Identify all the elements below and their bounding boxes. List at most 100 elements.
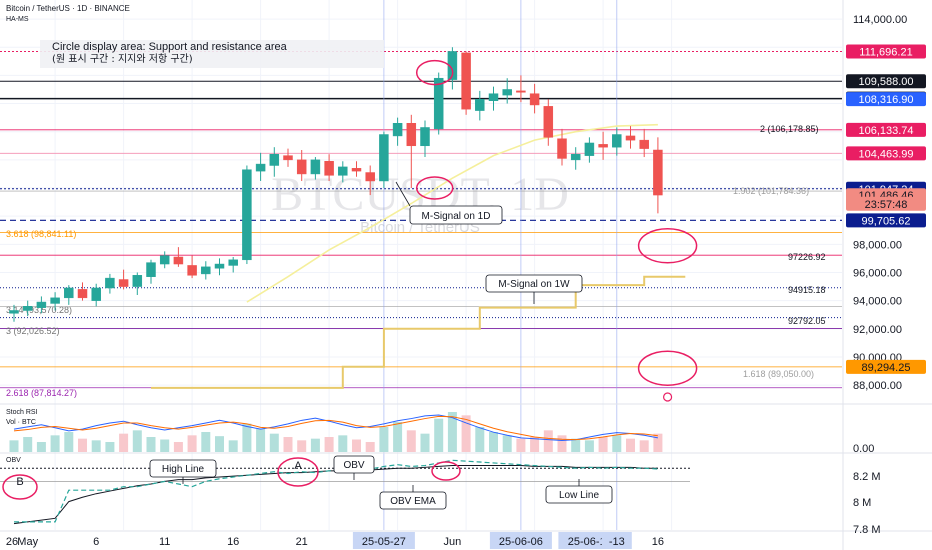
obv-peak-circle	[431, 461, 461, 481]
volume-bar	[324, 437, 334, 452]
volume-bar	[310, 438, 320, 452]
candle-body	[77, 289, 88, 299]
candle-body	[433, 77, 444, 130]
volume-bar	[146, 437, 156, 452]
level-label-fib3618: 3.618 (98,841.11)	[6, 229, 76, 239]
candle-body	[187, 265, 197, 276]
volume-bar	[269, 433, 279, 452]
volume-bar	[530, 437, 540, 452]
price-tag: 104,463.99	[858, 148, 913, 160]
time-axis-bg	[0, 531, 932, 550]
volume-bar	[626, 438, 635, 452]
stoch-pane-label: Stoch RSI	[6, 409, 38, 416]
price-tick: 92,000.00	[853, 324, 902, 336]
price-tag-bg	[846, 146, 926, 161]
volume-bar	[406, 430, 416, 452]
volume-bar	[420, 433, 430, 452]
volume-bar	[447, 412, 457, 452]
candle-body	[420, 127, 430, 147]
volume-bar	[23, 437, 33, 452]
symbol-header: Bitcoin / TetherUS · 1D · BINANCE	[6, 4, 130, 13]
time-highlight-bg	[352, 532, 415, 549]
time-highlight-label: -13	[609, 536, 625, 548]
time-highlight-bg	[489, 532, 552, 549]
circle-note-line1: Circle display area: Support and resista…	[52, 41, 288, 53]
volume-bar	[201, 432, 211, 452]
candle-body	[159, 255, 170, 265]
candle-body	[365, 172, 375, 182]
candle-body	[379, 134, 389, 182]
candle-body	[447, 51, 458, 80]
level-label-fib314: 3.14 (93,570.28)	[6, 305, 72, 315]
volume-bar	[338, 435, 348, 452]
vol-pane-label: Vol · BTC	[6, 419, 36, 426]
time-label: 21	[296, 536, 308, 548]
price-tag: 106,133.74	[858, 125, 913, 137]
candle-body	[557, 138, 567, 159]
candle-body	[406, 123, 417, 147]
price-tick: 98,000.00	[853, 239, 902, 251]
volume-bar	[173, 442, 183, 452]
m-signal-1w-label: M-Signal on 1W	[498, 279, 570, 290]
support-resistance-circle	[415, 59, 454, 86]
m-signal-1d-pointer	[395, 181, 411, 207]
m-signal-1w-line	[151, 275, 686, 389]
time-highlight-label: 25-05-27	[362, 536, 406, 548]
time-label: May	[17, 536, 38, 548]
obv-ema-label: OBV EMA	[390, 496, 436, 507]
level-label-92792: 92792.05	[788, 316, 826, 326]
candle-body	[653, 149, 663, 196]
level-label-94915: 94915.18	[788, 285, 826, 295]
obv-marker-b-label: B	[16, 476, 23, 488]
chart-mode: HA-MS	[6, 16, 29, 23]
volume-bar	[160, 439, 170, 452]
signal-dot	[662, 392, 673, 402]
price-tag: 111,696.21	[859, 47, 912, 59]
time-label: Jun	[444, 536, 462, 548]
candle-body	[50, 297, 60, 304]
candle-body	[132, 275, 143, 287]
obv-axis-label: 8.2 M	[853, 471, 881, 483]
price-tag: 89,294.25	[862, 362, 911, 374]
price-tag: 109,588.00	[858, 76, 913, 88]
candle-body	[488, 93, 499, 101]
candle-body	[64, 287, 74, 299]
volume-bar	[9, 440, 19, 452]
m-signal-1d-label: M-Signal on 1D	[422, 211, 491, 222]
price-tag-bg	[846, 213, 926, 228]
level-label-fib3: 3 (92,026.52)	[6, 326, 60, 336]
price-tag-bg	[846, 44, 926, 59]
candle-body	[269, 153, 280, 166]
candle-body	[146, 262, 156, 277]
obv-axis-label: 8 M	[853, 497, 871, 509]
m-signal-1d-box[interactable]	[409, 205, 503, 225]
volume-bar	[105, 442, 115, 452]
volume-bar	[187, 435, 197, 452]
low-line-label: Low Line	[559, 490, 599, 501]
volume-bar	[639, 440, 649, 452]
volume-bar	[228, 440, 238, 452]
candle-body	[461, 52, 471, 110]
candle-body	[9, 310, 19, 314]
obv-label: OBV	[343, 460, 364, 471]
high-line-label: High Line	[162, 464, 205, 475]
candle-body	[118, 279, 129, 287]
volume-bar	[434, 418, 444, 452]
obv-marker-a-circle	[277, 457, 319, 487]
stoch-k-line	[13, 414, 658, 442]
volume-bar	[393, 422, 403, 452]
obv-marker-b-circle	[2, 474, 38, 500]
level-label-fib1902: 1.902 (101,784.36)	[733, 186, 809, 196]
volume-bar	[543, 430, 553, 452]
price-tag-bg	[846, 122, 926, 137]
obv-marker-a-label: A	[294, 460, 302, 472]
price-tick: 114,000.00	[853, 14, 907, 26]
candle-body	[625, 135, 636, 141]
volume-bar	[78, 438, 87, 452]
time-highlight-bg	[601, 532, 632, 549]
volume-bar	[475, 427, 485, 452]
candle-body	[214, 263, 225, 269]
price-tag: 108,316.90	[858, 94, 913, 106]
obv-axis-label: 7.8 M	[853, 524, 881, 536]
